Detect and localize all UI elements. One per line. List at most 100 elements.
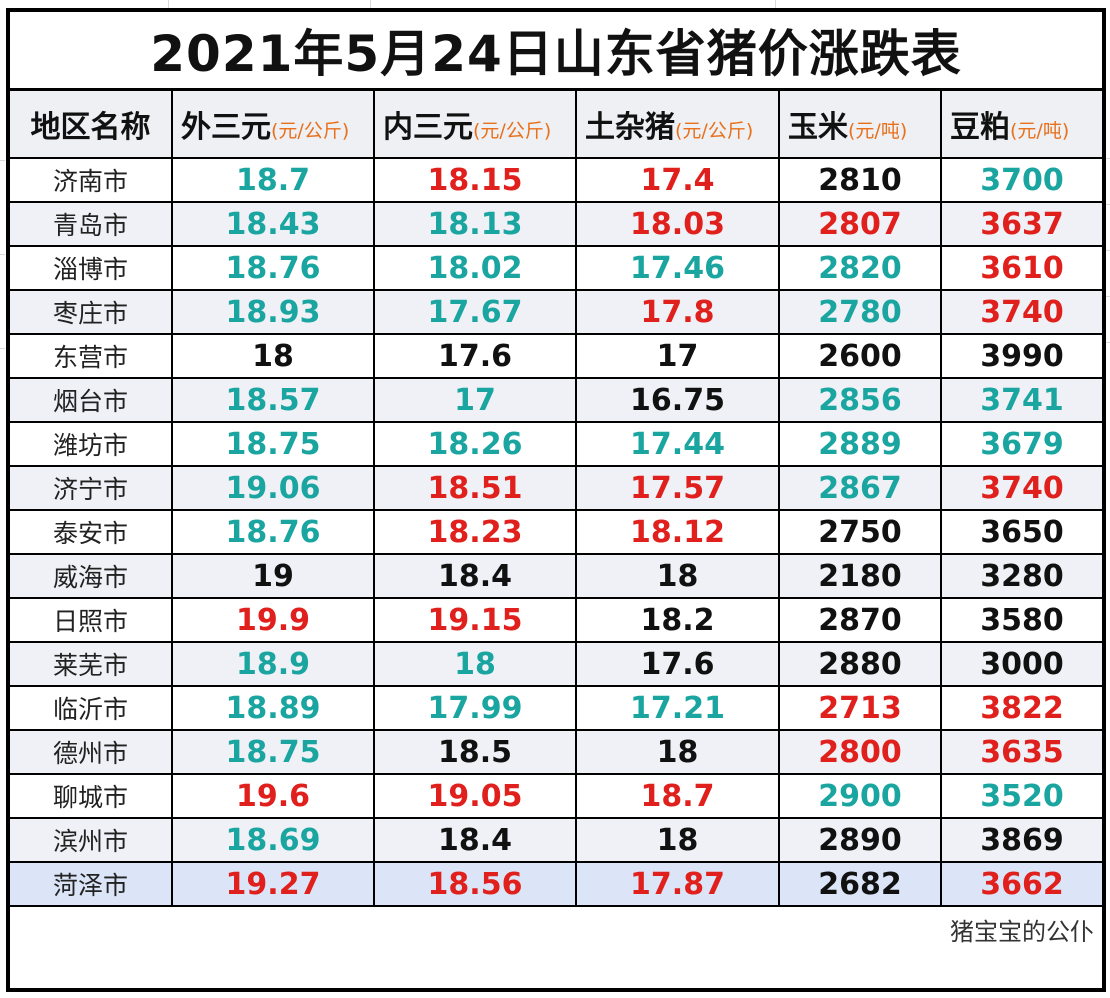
price-cell-玉米: 2870: [778, 597, 942, 643]
price-cell-内三元: 18.4: [373, 817, 577, 863]
watermark-text: 猪宝宝的公仆: [10, 905, 1103, 951]
column-unit-label: (元/吨): [848, 120, 908, 142]
price-cell-土杂猪: 17.21: [575, 685, 780, 731]
region-name-cell: 滨州市: [10, 817, 173, 863]
price-cell-外三元: 18.93: [171, 289, 375, 335]
price-cell-玉米: 2180: [778, 553, 942, 599]
region-name-cell: 聊城市: [10, 773, 173, 819]
region-name-cell: 菏泽市: [10, 861, 173, 907]
price-cell-外三元: 19.27: [171, 861, 375, 907]
price-cell-土杂猪: 17.6: [575, 641, 780, 687]
price-cell-玉米: 2867: [778, 465, 942, 511]
region-name-cell: 东营市: [10, 333, 173, 379]
pig-price-table: 2021年5月24日山东省猪价涨跌表 地区名称 外三元(元/公斤) 内三元(元/公斤…: [10, 12, 1103, 951]
column-unit-label: (元/公斤): [675, 120, 754, 142]
header-row: 地区名称 外三元(元/公斤) 内三元(元/公斤) 土杂猪(元/公斤) 玉米(元/吨) 豆粕…: [10, 88, 1103, 159]
price-cell-土杂猪: 17.4: [575, 157, 780, 203]
price-cell-外三元: 19.06: [171, 465, 375, 511]
price-cell-外三元: 19.6: [171, 773, 375, 819]
region-name-cell: 潍坊市: [10, 421, 173, 467]
table-title: 2021年5月24日山东省猪价涨跌表: [10, 12, 1103, 91]
table-row: 烟台市 18.57 17 16.75 2856 3741: [10, 377, 1103, 423]
price-cell-玉米: 2682: [778, 861, 942, 907]
price-cell-玉米: 2713: [778, 685, 942, 731]
price-cell-豆粕: 3610: [939, 245, 1103, 291]
table-row: 青岛市 18.43 18.13 18.03 2807 3637: [10, 201, 1103, 247]
price-cell-玉米: 2810: [778, 157, 942, 203]
column-header-3: 土杂猪(元/公斤): [575, 88, 780, 159]
region-name-cell: 济宁市: [10, 465, 173, 511]
price-cell-豆粕: 3635: [939, 729, 1103, 775]
table-row: 滨州市 18.69 18.4 18 2890 3869: [10, 817, 1103, 863]
price-cell-外三元: 18.9: [171, 641, 375, 687]
price-cell-内三元: 17.99: [373, 685, 577, 731]
price-cell-玉米: 2780: [778, 289, 942, 335]
table-row: 莱芜市 18.9 18 17.6 2880 3000: [10, 641, 1103, 687]
price-cell-土杂猪: 17: [575, 333, 780, 379]
table-row: 潍坊市 18.75 18.26 17.44 2889 3679: [10, 421, 1103, 467]
price-cell-玉米: 2820: [778, 245, 942, 291]
column-header-1: 外三元(元/公斤): [171, 88, 375, 159]
price-cell-内三元: 18.15: [373, 157, 577, 203]
table-row: 菏泽市 19.27 18.56 17.87 2682 3662: [10, 861, 1103, 907]
table-row: 聊城市 19.6 19.05 18.7 2900 3520: [10, 773, 1103, 819]
price-cell-内三元: 18.51: [373, 465, 577, 511]
table-row: 日照市 19.9 19.15 18.2 2870 3580: [10, 597, 1103, 643]
price-cell-豆粕: 3662: [939, 861, 1103, 907]
title-row: 2021年5月24日山东省猪价涨跌表: [10, 12, 1103, 91]
region-name-cell: 青岛市: [10, 201, 173, 247]
price-cell-外三元: 18.43: [171, 201, 375, 247]
price-cell-外三元: 18.75: [171, 729, 375, 775]
table-row: 济宁市 19.06 18.51 17.57 2867 3740: [10, 465, 1103, 511]
price-cell-玉米: 2750: [778, 509, 942, 555]
region-name-cell: 济南市: [10, 157, 173, 203]
price-cell-玉米: 2880: [778, 641, 942, 687]
price-cell-豆粕: 3740: [939, 465, 1103, 511]
column-header-label: 玉米: [788, 110, 848, 145]
column-header-label: 内三元: [383, 110, 473, 145]
price-cell-豆粕: 3000: [939, 641, 1103, 687]
price-cell-豆粕: 3822: [939, 685, 1103, 731]
price-cell-外三元: 18.89: [171, 685, 375, 731]
price-cell-外三元: 18.69: [171, 817, 375, 863]
price-cell-豆粕: 3741: [939, 377, 1103, 423]
price-cell-内三元: 18: [373, 641, 577, 687]
column-header-0: 地区名称: [10, 88, 173, 159]
column-unit-label: (元/公斤): [473, 120, 552, 142]
column-header-label: 地区名称: [30, 110, 151, 145]
price-cell-内三元: 18.23: [373, 509, 577, 555]
price-cell-玉米: 2856: [778, 377, 942, 423]
column-header-5: 豆粕(元/吨): [939, 88, 1103, 159]
price-cell-豆粕: 3700: [939, 157, 1103, 203]
price-cell-玉米: 2889: [778, 421, 942, 467]
price-cell-豆粕: 3520: [939, 773, 1103, 819]
price-cell-外三元: 18.76: [171, 245, 375, 291]
price-cell-外三元: 18: [171, 333, 375, 379]
price-cell-玉米: 2900: [778, 773, 942, 819]
region-name-cell: 日照市: [10, 597, 173, 643]
price-cell-内三元: 18.5: [373, 729, 577, 775]
table-row: 东营市 18 17.6 17 2600 3990: [10, 333, 1103, 379]
price-cell-外三元: 18.76: [171, 509, 375, 555]
price-cell-内三元: 18.4: [373, 553, 577, 599]
table-row: 淄博市 18.76 18.02 17.46 2820 3610: [10, 245, 1103, 291]
table-row: 德州市 18.75 18.5 18 2800 3635: [10, 729, 1103, 775]
price-cell-豆粕: 3679: [939, 421, 1103, 467]
price-cell-内三元: 18.02: [373, 245, 577, 291]
price-cell-内三元: 19.05: [373, 773, 577, 819]
price-table-frame: 2021年5月24日山东省猪价涨跌表 地区名称 外三元(元/公斤) 内三元(元/公斤…: [6, 8, 1106, 992]
price-cell-土杂猪: 17.46: [575, 245, 780, 291]
region-name-cell: 德州市: [10, 729, 173, 775]
price-cell-内三元: 18.13: [373, 201, 577, 247]
region-name-cell: 泰安市: [10, 509, 173, 555]
region-name-cell: 淄博市: [10, 245, 173, 291]
table-row: 济南市 18.7 18.15 17.4 2810 3700: [10, 157, 1103, 203]
column-unit-label: (元/吨): [1010, 120, 1070, 142]
region-name-cell: 莱芜市: [10, 641, 173, 687]
price-cell-玉米: 2890: [778, 817, 942, 863]
column-unit-label: (元/公斤): [271, 120, 350, 142]
price-cell-土杂猪: 18.2: [575, 597, 780, 643]
region-name-cell: 枣庄市: [10, 289, 173, 335]
price-cell-外三元: 18.75: [171, 421, 375, 467]
price-cell-内三元: 17.67: [373, 289, 577, 335]
